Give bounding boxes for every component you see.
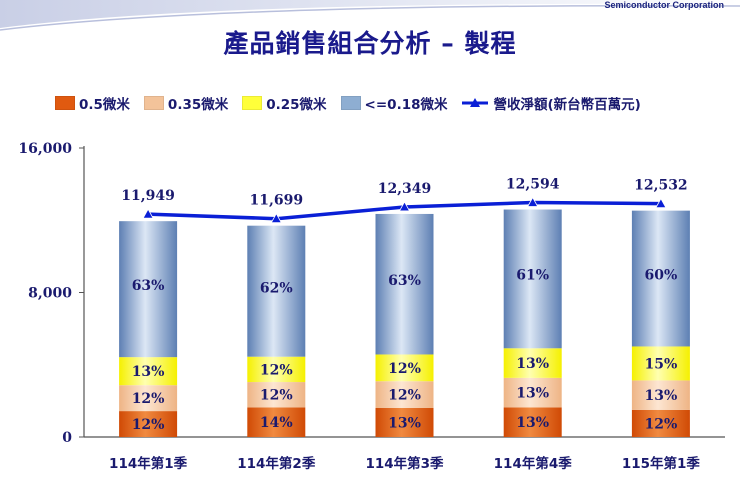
segment-percent-label: 12%	[645, 416, 678, 432]
bar-segment	[119, 221, 178, 358]
segment-percent-label: 61%	[516, 268, 549, 284]
bar-segment	[375, 213, 434, 355]
segment-percent-label: 63%	[132, 278, 165, 294]
revenue-value-label: 11,949	[121, 188, 175, 204]
revenue-marker	[270, 212, 282, 224]
chart-legend: 0.5微米 0.35微米 0.25微米 <=0.18微米 營收淨額(新台幣百萬元)	[55, 93, 655, 113]
bar-group	[119, 209, 690, 437]
bar-segment	[503, 209, 562, 349]
bar-segment	[631, 210, 690, 347]
company-name: Semiconductor Corporation	[604, 0, 724, 10]
bar-segment	[247, 225, 306, 357]
revenue-marker	[527, 196, 539, 207]
segment-percent-label: 13%	[132, 364, 165, 380]
x-tick-label: 114年第3季	[365, 455, 444, 472]
revenue-marker	[142, 208, 154, 219]
legend-label: 營收淨額(新台幣百萬元)	[493, 97, 641, 113]
segment-percent-label: 60%	[645, 267, 678, 283]
bar-segment	[631, 409, 690, 437]
segment-percent-label: 12%	[260, 388, 293, 404]
segment-percent-label: 12%	[388, 388, 421, 404]
bar-segment	[119, 411, 178, 437]
bar-segment	[375, 381, 434, 409]
segment-percent-label: 13%	[516, 386, 549, 402]
legend-swatch	[143, 96, 164, 110]
legend-item: 0.25微米	[242, 93, 327, 113]
slide-title: 產品銷售組合分析 – 製程	[223, 29, 517, 58]
y-tick-label: 0	[62, 430, 72, 446]
revenue-value-label: 12,594	[506, 177, 560, 193]
segment-percent-label: 13%	[388, 416, 421, 432]
legend-label: 0.25微米	[266, 97, 327, 113]
segment-percent-label: 15%	[645, 356, 678, 372]
legend-line-marker	[462, 98, 489, 107]
legend-label: 0.5微米	[79, 97, 130, 113]
segment-percent-label: 62%	[260, 280, 293, 296]
legend-label: 0.35微米	[167, 97, 229, 113]
bar-segment	[119, 357, 178, 386]
x-tick-label: 114年第4季	[494, 455, 573, 472]
bar-segment	[247, 407, 306, 437]
bar-segment	[503, 348, 562, 378]
legend-item: <=0.18微米	[340, 93, 448, 113]
y-tick-label: 16,000	[18, 141, 72, 157]
segment-labels: 12% 12% 13% 63% 14% 12% 12% 62% 13% 12% 12% 63% 13% 1…	[132, 267, 678, 433]
legend-item: 營收淨額(新台幣百萬元)	[461, 93, 641, 113]
x-tick-label: 114年第2季	[237, 455, 316, 472]
bar-segment	[119, 385, 178, 412]
revenue-value-label: 12,349	[378, 181, 432, 197]
legend-swatch	[55, 96, 75, 110]
segment-percent-label: 14%	[260, 415, 293, 431]
chart-axes: 0 8,000 16,000 114年第1季 114年第2季 114年第3季 114年第4季…	[18, 141, 725, 472]
bar-segment	[375, 354, 434, 382]
bar-segment	[247, 382, 306, 408]
x-tick-label: 114年第1季	[109, 455, 188, 472]
bar-segment	[631, 380, 690, 410]
bar-segment	[503, 407, 562, 437]
segment-percent-label: 13%	[516, 415, 549, 431]
segment-percent-label: 13%	[645, 388, 678, 404]
segment-percent-label: 13%	[516, 356, 549, 372]
segment-percent-label: 12%	[132, 391, 165, 407]
segment-percent-label: 12%	[388, 361, 421, 377]
revenue-value-label: 11,699	[250, 193, 304, 209]
legend-item: 0.35微米	[143, 93, 229, 113]
revenue-value-label: 12,532	[634, 178, 688, 194]
revenue-marker	[655, 197, 667, 209]
revenue-line-group: 11,949 11,699 12,349 12,594 12,532	[121, 177, 688, 224]
bar-segment	[503, 377, 562, 408]
segment-percent-label: 12%	[260, 362, 293, 378]
legend-item: 0.5微米	[55, 93, 130, 113]
legend-swatch	[340, 96, 361, 110]
segment-percent-label: 12%	[132, 417, 165, 433]
segment-percent-label: 63%	[388, 273, 421, 289]
x-tick-label: 115年第1季	[622, 455, 701, 472]
y-tick-label: 8,000	[28, 286, 72, 302]
legend-swatch	[242, 96, 263, 110]
legend-label: <=0.18微米	[364, 97, 448, 113]
header-swoosh-decoration	[0, 0, 740, 31]
bar-segment	[375, 408, 434, 437]
bar-segment	[631, 346, 690, 381]
bar-segment	[247, 356, 306, 383]
revenue-marker	[398, 201, 411, 212]
